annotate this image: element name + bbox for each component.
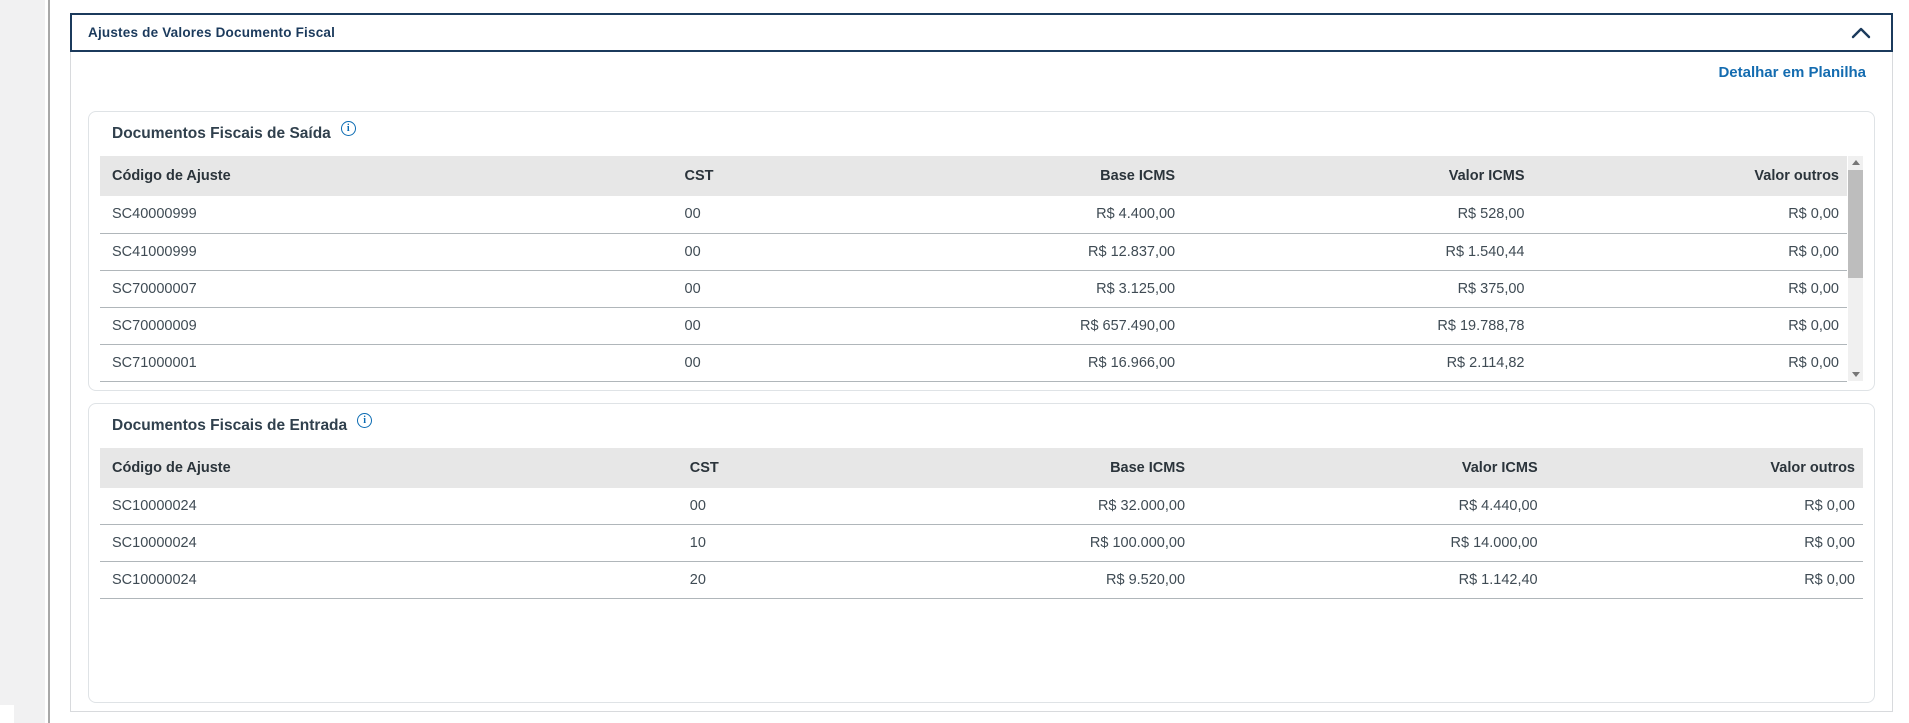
table-cell: R$ 657.490,00 [816,307,1184,345]
table-cell: R$ 2.114,82 [1183,344,1533,382]
table-row: SC70000007 00 R$ 3.125,00 R$ 375,00 R$ 0,00 [100,270,1847,308]
table-cell: R$ 0,00 [1532,307,1847,345]
table-cell: R$ 100.000,00 [822,524,1194,562]
table-viewport-entrada: Código de Ajuste CST Base ICMS Valor ICMS Va… [100,447,1863,599]
accordion-header[interactable]: Ajustes de Valores Documento Fiscal [70,13,1893,52]
table-cell: SC10000024 [100,487,682,525]
toolbar-row: Detalhar em Planilha [71,64,1892,86]
table-cell: R$ 3.125,00 [816,270,1184,308]
detail-spreadsheet-link[interactable]: Detalhar em Planilha [1718,64,1866,81]
table-cell: SC10000024 [100,524,682,562]
table-row: SC10000024 20 R$ 9.520,00 R$ 1.142,40 R$ 0,0… [100,561,1863,599]
table-viewport-saida: Código de Ajuste CST Base ICMS Valor ICMS Va… [100,156,1863,382]
table-cell: R$ 9.520,00 [822,561,1194,599]
table-cell: SC70000009 [100,307,677,345]
table-row: SC10000024 10 R$ 100.000,00 R$ 14.000,00 R$ … [100,524,1863,562]
table-cell: 00 [681,487,823,525]
column-header: CST [676,156,817,196]
info-icon[interactable]: i [340,121,356,136]
vertical-scrollbar[interactable] [1848,156,1863,381]
column-header: Valor outros [1532,156,1847,196]
table-cell: R$ 0,00 [1532,270,1847,308]
table-row: SC41000999 00 R$ 12.837,00 R$ 1.540,44 R$ 0,… [100,233,1847,271]
table-cell: R$ 1.142,40 [1193,561,1546,599]
card-documentos-entrada: Documentos Fiscais de Entrada i Código d… [88,402,1875,703]
accordion-title: Ajustes de Valores Documento Fiscal [88,25,336,40]
table-cell: SC10000024 [100,561,682,599]
table-cell: R$ 16.966,00 [816,344,1184,382]
table-cell: R$ 0,00 [1532,344,1847,382]
scroll-down-arrow-icon[interactable] [1848,368,1863,381]
table-cell: 00 [676,270,817,308]
table-cell: R$ 32.000,00 [822,487,1194,525]
table-cell: 10 [681,524,823,562]
table-cell: R$ 1.540,44 [1183,233,1533,271]
collapsed-sidebar [0,0,45,723]
scrollbar-thumb[interactable] [1848,170,1863,278]
column-header: Valor outros [1545,447,1863,488]
table-cell: SC40000999 [100,196,677,234]
sidebar-divider [48,0,50,723]
table-saida: Código de Ajuste CST Base ICMS Valor ICMS Va… [100,156,1847,382]
column-header: Código de Ajuste [100,156,677,196]
table-cell: R$ 14.000,00 [1193,524,1546,562]
column-header: Base ICMS [816,156,1184,196]
table-cell: SC71000001 [100,344,677,382]
scroll-up-arrow-icon[interactable] [1848,156,1863,169]
column-header: Valor ICMS [1193,447,1546,488]
table-cell: 00 [676,233,817,271]
card-title-saida: Documentos Fiscais de Saída [112,125,331,142]
card-title-entrada: Documentos Fiscais de Entrada [112,416,348,434]
table-cell: R$ 12.837,00 [816,233,1184,271]
table-cell: 00 [676,307,817,345]
sidebar-bottom-notch [0,705,14,723]
table-cell: R$ 0,00 [1545,487,1863,525]
table-cell: R$ 19.788,78 [1183,307,1533,345]
chevron-up-icon[interactable] [1851,27,1871,39]
accordion-content-panel: Detalhar em Planilha Documentos Fiscais … [70,52,1893,712]
table-row: SC71000001 00 R$ 16.966,00 R$ 2.114,82 R$ 0,… [100,344,1847,382]
card-documentos-saida: Documentos Fiscais de Saída i Código de … [88,111,1875,391]
table-cell: R$ 528,00 [1183,196,1533,234]
table-row: SC70000009 00 R$ 657.490,00 R$ 19.788,78 R$ … [100,307,1847,345]
info-icon[interactable]: i [357,412,373,428]
table-cell: R$ 0,00 [1545,524,1863,562]
table-row: SC40000999 00 R$ 4.400,00 R$ 528,00 R$ 0,00 [100,196,1847,234]
table-cell: R$ 0,00 [1532,233,1847,271]
table-entrada: Código de Ajuste CST Base ICMS Valor ICMS Va… [100,447,1863,599]
table-cell: R$ 0,00 [1545,561,1863,599]
fiscal-adjustments-section: Ajustes de Valores Documento Fiscal Deta… [70,13,1893,712]
column-header: Código de Ajuste [100,447,682,488]
table-cell: SC41000999 [100,233,677,271]
column-header: Base ICMS [822,447,1194,488]
table-cell: 20 [681,561,823,599]
table-cell: R$ 4.400,00 [816,196,1184,234]
column-header: CST [681,447,823,488]
table-cell: R$ 0,00 [1532,196,1847,234]
table-cell: SC70000007 [100,270,677,308]
column-header: Valor ICMS [1183,156,1533,196]
table-cell: R$ 4.440,00 [1193,487,1546,525]
table-cell: 00 [676,196,817,234]
table-cell: 00 [676,344,817,382]
table-row: SC10000024 00 R$ 32.000,00 R$ 4.440,00 R$ 0,… [100,487,1863,525]
table-cell: R$ 375,00 [1183,270,1533,308]
